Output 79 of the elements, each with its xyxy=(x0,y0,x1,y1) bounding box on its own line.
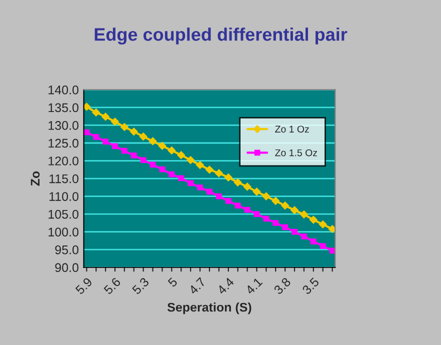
y-tick-label: 125.0 xyxy=(48,138,78,148)
y-axis-title: Zo xyxy=(30,171,40,186)
y-tick-label: 105.0 xyxy=(48,210,78,219)
point xyxy=(197,184,203,190)
point xyxy=(244,206,250,213)
point xyxy=(168,146,176,154)
point xyxy=(188,180,194,186)
point xyxy=(329,248,336,254)
point xyxy=(290,206,298,214)
y-tick-label: 110.0 xyxy=(50,192,78,201)
x-tick-label: 4.7 xyxy=(188,277,206,295)
x-tick-label: 3.8 xyxy=(273,277,292,295)
y-tick-label: 120.0 xyxy=(48,156,78,166)
point xyxy=(178,175,184,182)
x-tick-label: 3.5 xyxy=(302,277,320,295)
legend-label: Zo 1.5 Oz xyxy=(275,149,318,156)
point xyxy=(93,134,100,140)
y-tick-label: 140.0 xyxy=(48,86,78,94)
point xyxy=(140,157,146,164)
x-tick-label: 4.1 xyxy=(244,277,263,295)
chart-title: Edge coupled differential pair xyxy=(94,28,348,45)
point xyxy=(309,216,318,224)
point xyxy=(224,174,232,182)
point xyxy=(159,166,166,172)
point xyxy=(272,196,280,205)
point xyxy=(111,118,119,126)
point xyxy=(254,211,260,218)
point xyxy=(158,142,166,150)
point xyxy=(318,220,327,228)
point xyxy=(102,112,110,121)
x-tick-label: 5.9 xyxy=(74,277,93,295)
point xyxy=(177,151,186,160)
point xyxy=(139,132,148,141)
x-tick-label: 4.4 xyxy=(216,276,235,295)
point xyxy=(112,143,118,150)
point xyxy=(243,182,252,191)
point xyxy=(150,162,156,168)
y-tick-label: 100.0 xyxy=(48,228,78,236)
point xyxy=(148,137,157,146)
y-tick-label: 135.0 xyxy=(48,103,78,112)
point xyxy=(130,152,137,158)
point xyxy=(263,216,270,222)
point xyxy=(120,123,128,131)
point xyxy=(301,234,307,240)
y-tick-label: 130.0 xyxy=(48,121,78,130)
point xyxy=(206,166,214,174)
x-tick-label: 5.3 xyxy=(132,277,150,295)
x-tick-label: 5 xyxy=(167,277,178,288)
point xyxy=(84,102,91,111)
point xyxy=(216,193,222,200)
point xyxy=(234,202,241,208)
point xyxy=(328,225,336,233)
y-tick-label: 115.0 xyxy=(50,174,78,184)
point xyxy=(121,148,128,154)
point xyxy=(186,156,195,164)
point xyxy=(282,224,288,230)
point xyxy=(225,198,232,204)
point xyxy=(292,228,298,235)
point xyxy=(310,238,316,244)
point xyxy=(214,169,223,178)
point xyxy=(272,220,279,226)
legend-label: Zo 1 Oz xyxy=(275,126,309,133)
point xyxy=(102,138,108,145)
point xyxy=(281,202,290,210)
y-tick-label: 95.0 xyxy=(55,245,78,254)
x-tick-label: 5.6 xyxy=(103,277,122,295)
point xyxy=(130,128,138,136)
point xyxy=(234,178,242,186)
point xyxy=(262,192,270,200)
point xyxy=(206,188,212,195)
point xyxy=(84,129,90,136)
y-tick-label: 90.0 xyxy=(55,263,78,272)
point xyxy=(320,243,326,250)
point xyxy=(300,210,308,218)
point xyxy=(252,188,261,196)
point xyxy=(168,171,175,178)
point xyxy=(92,108,100,116)
x-axis-title: Seperation (S) xyxy=(167,302,252,314)
point xyxy=(196,161,204,169)
